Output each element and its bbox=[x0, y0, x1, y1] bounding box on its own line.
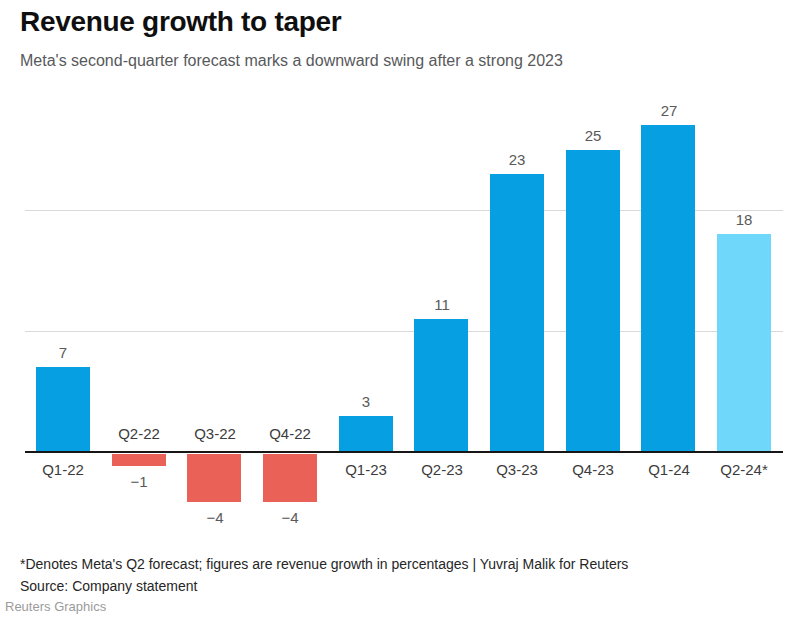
bar bbox=[36, 367, 90, 452]
category-label: Q2-22 bbox=[101, 425, 177, 443]
bar bbox=[490, 174, 544, 452]
value-label: −4 bbox=[252, 509, 328, 527]
category-label: Q3-22 bbox=[177, 425, 253, 443]
category-label: Q2-23 bbox=[404, 461, 480, 479]
value-label: 25 bbox=[555, 127, 631, 145]
category-label: Q3-23 bbox=[479, 461, 555, 479]
category-label: Q4-23 bbox=[555, 461, 631, 479]
bar bbox=[641, 125, 695, 452]
chart-footnote: *Denotes Meta's Q2 forecast; figures are… bbox=[20, 553, 628, 575]
category-label: Q1-24 bbox=[631, 461, 707, 479]
bar-chart: 7 Q1-22−1 Q2-22 −4 Q3-22 −4 Q4-223 Q1-23 11 Q2-23… bbox=[0, 0, 795, 620]
value-label: 27 bbox=[631, 102, 707, 120]
chart-source: Source: Company statement bbox=[20, 575, 197, 597]
reuters-chart-page: Revenue growth to taper Meta's second-qu… bbox=[0, 0, 795, 620]
bar bbox=[717, 234, 771, 452]
bar bbox=[263, 454, 317, 502]
category-label: Q2-24* bbox=[706, 461, 782, 479]
x-axis-line bbox=[25, 451, 783, 453]
category-label: Q1-22 bbox=[25, 461, 101, 479]
bar bbox=[414, 319, 468, 452]
category-label: Q4-22 bbox=[252, 425, 328, 443]
reuters-graphics-credit: Reuters Graphics bbox=[5, 599, 106, 614]
bar bbox=[187, 454, 241, 502]
value-label: 11 bbox=[404, 296, 480, 314]
value-label: −4 bbox=[177, 509, 253, 527]
bar bbox=[339, 416, 393, 452]
bar bbox=[566, 150, 620, 453]
value-label: 3 bbox=[328, 393, 404, 411]
value-label: 7 bbox=[25, 344, 101, 362]
value-label: 23 bbox=[479, 151, 555, 169]
category-label: Q1-23 bbox=[328, 461, 404, 479]
value-label: −1 bbox=[101, 473, 177, 491]
value-label: 18 bbox=[706, 211, 782, 229]
bar bbox=[112, 454, 166, 466]
